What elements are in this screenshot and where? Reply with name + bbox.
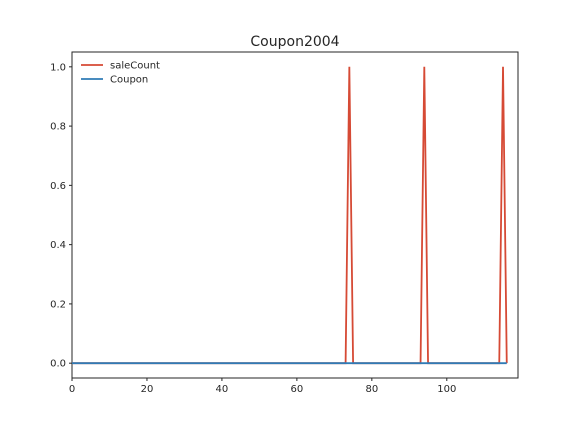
y-tick-label: 0.0 <box>50 359 66 370</box>
x-tick-label: 80 <box>365 384 378 395</box>
x-tick-label: 0 <box>69 384 75 395</box>
y-tick-label: 0.2 <box>50 299 66 310</box>
legend: saleCount Coupon <box>81 61 160 86</box>
x-tick-label: 20 <box>141 384 154 395</box>
x-axis: 0 20 40 60 80 100 <box>69 378 456 395</box>
y-axis: 0.0 0.2 0.4 0.6 0.8 1.0 <box>50 62 72 370</box>
plot-frame <box>71 51 519 379</box>
y-tick-label: 0.4 <box>50 240 66 251</box>
legend-label: saleCount <box>110 61 160 72</box>
plot-area <box>71 51 519 379</box>
x-tick-label: 40 <box>216 384 229 395</box>
x-tick-label: 60 <box>291 384 304 395</box>
y-tick-label: 0.8 <box>50 122 66 133</box>
y-tick-label: 1.0 <box>50 62 66 73</box>
x-tick-label: 100 <box>437 384 456 395</box>
legend-label: Coupon <box>110 75 148 86</box>
chart-title: Coupon2004 <box>250 34 339 50</box>
y-tick-label: 0.6 <box>50 181 66 192</box>
series-layer <box>72 66 508 365</box>
